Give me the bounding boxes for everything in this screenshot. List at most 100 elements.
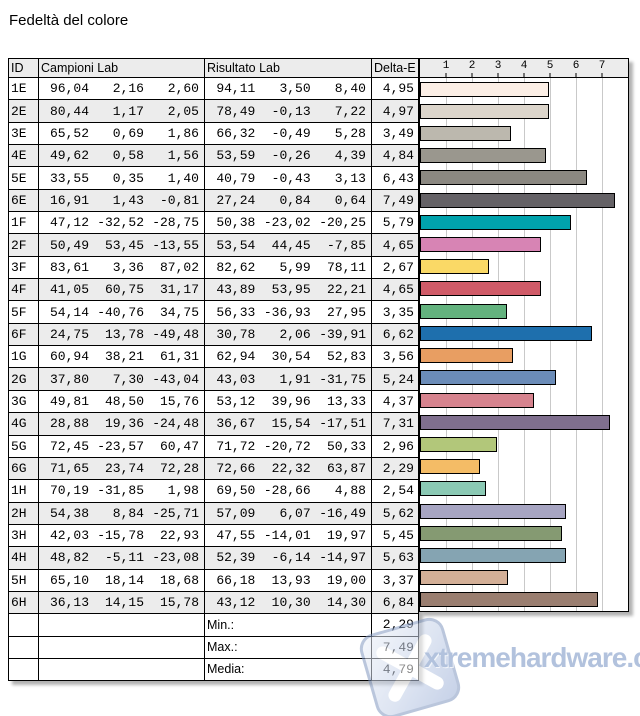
delta-e-bar	[420, 436, 497, 452]
bar-row	[420, 100, 628, 122]
delta-e-bar	[420, 570, 508, 586]
delta-e-cell: 7,31	[372, 413, 418, 435]
delta-e-cell: 5,24	[372, 368, 418, 390]
grid-line	[524, 78, 525, 611]
delta-e-bar	[420, 525, 562, 541]
risultato-lab-cell: 43,89 53,95 22,21	[205, 279, 371, 301]
delta-e-cell: 3,35	[372, 301, 418, 323]
campioni-lab-cell: 60,94 38,21 61,31	[39, 346, 204, 368]
summary-empty-cell	[39, 636, 204, 658]
bar-row	[420, 589, 628, 611]
campioni-lab-cell: 33,55 0,35 1,40	[39, 167, 204, 189]
risultato-lab-cell: 47,55 -14,01 19,97	[205, 524, 371, 547]
row-id-cell: 3H	[9, 524, 38, 547]
campioni-lab-cell: 72,45 -23,57 60,47	[39, 435, 204, 457]
delta-e-bar	[420, 170, 588, 186]
campioni-lab-cell: 47,12 -32,52 -28,75	[39, 212, 204, 234]
chart-plot-area	[420, 78, 628, 611]
watermark-text: xtremehardware.com	[424, 642, 640, 673]
bar-row	[420, 78, 628, 100]
row-id-cell: 3E	[9, 122, 38, 145]
row-id-cell: 1H	[9, 480, 38, 502]
grid-line	[550, 78, 551, 611]
grid-line	[602, 78, 603, 611]
risultato-lab-cell: 66,32 -0,49 5,28	[205, 122, 371, 145]
campioni-lab-cell: 48,82 -5,11 -23,08	[39, 547, 204, 569]
delta-e-cell: 4,95	[372, 78, 418, 100]
delta-e-cell: 4,65	[372, 234, 418, 256]
page-title: Fedeltà del colore	[9, 12, 129, 29]
delta-e-bar	[420, 148, 546, 164]
risultato-lab-cell: 71,72 -20,72 50,33	[205, 435, 371, 457]
risultato-lab-cell: 53,59 -0,26 4,39	[205, 145, 371, 167]
delta-e-cell: 5,62	[372, 502, 418, 524]
bar-row	[420, 167, 628, 189]
delta-e-cell: 3,37	[372, 569, 418, 591]
risultato-lab-cell: 50,38 -23,02 -20,25	[205, 212, 371, 234]
tick-mark	[601, 73, 603, 77]
row-id-cell: 3F	[9, 256, 38, 279]
row-id-cell: 1E	[9, 78, 38, 100]
summary-value-cell: 7,49	[372, 636, 418, 658]
delta-e-cell: 3,49	[372, 122, 418, 145]
report-body: ID Campioni Lab Risultato Lab Delta-E 1E…	[8, 58, 629, 682]
delta-e-cell: 6,62	[372, 323, 418, 346]
delta-e-bar	[420, 237, 541, 253]
risultato-lab-cell: 62,94 30,54 52,83	[205, 346, 371, 368]
risultato-lab-cell: 57,09 6,07 -16,49	[205, 502, 371, 524]
campioni-lab-cell: 83,61 3,36 87,02	[39, 256, 204, 279]
risultato-lab-cell: 30,78 2,06 -39,91	[205, 323, 371, 346]
campioni-lab-cell: 49,62 0,58 1,56	[39, 145, 204, 167]
bar-row	[420, 522, 628, 544]
summary-value-cell: 2,29	[372, 614, 418, 636]
campioni-lab-cell: 54,38 8,84 -25,71	[39, 502, 204, 524]
grid-line	[446, 78, 447, 611]
campioni-lab-cell: 36,13 14,15 15,78	[39, 591, 204, 614]
summary-empty-id-cell	[9, 636, 38, 658]
delta-e-bar	[420, 303, 508, 319]
risultato-lab-cell: 53,54 44,45 -7,85	[205, 234, 371, 256]
risultato-lab-cell: 43,12 10,30 14,30	[205, 591, 371, 614]
delta-e-bar	[420, 392, 534, 408]
delta-e-bar	[420, 103, 550, 119]
grid-line	[498, 78, 499, 611]
chart-axis-strip: 1 2 3 4 5 6 7	[420, 59, 628, 78]
row-id-cell: 2H	[9, 502, 38, 524]
campioni-lab-cell: 24,75 13,78 -49,48	[39, 323, 204, 346]
delta-e-cell: 2,96	[372, 435, 418, 457]
row-id-cell: 6E	[9, 189, 38, 212]
risultato-lab-cell: 66,18 13,93 19,00	[205, 569, 371, 591]
bar-row	[420, 189, 628, 211]
risultato-lab-cell: 72,66 22,32 63,87	[205, 457, 371, 480]
summary-empty-cell	[39, 658, 204, 681]
delta-e-cell: 4,84	[372, 145, 418, 167]
row-id-cell: 5F	[9, 301, 38, 323]
tick-label: 1	[442, 60, 450, 72]
row-id-cell: 6F	[9, 323, 38, 346]
tick-mark	[549, 73, 551, 77]
campioni-lab-cell: 28,88 19,36 -24,48	[39, 413, 204, 435]
campioni-lab-cell: 49,81 48,50 15,76	[39, 390, 204, 413]
summary-label-cell: Media:	[205, 658, 371, 681]
campioni-lab-cell: 50,49 53,45 -13,55	[39, 234, 204, 256]
row-id-cell: 6G	[9, 457, 38, 480]
risultato-lab-cell: 94,11 3,50 8,40	[205, 78, 371, 100]
grid-line	[576, 78, 577, 611]
row-id-cell: 2E	[9, 100, 38, 122]
risultato-lab-cell: 52,39 -6,14 -14,97	[205, 547, 371, 569]
campioni-lab-cell: 71,65 23,74 72,28	[39, 457, 204, 480]
bar-row	[420, 322, 628, 344]
bar-row	[420, 478, 628, 500]
campioni-lab-cell: 80,44 1,17 2,05	[39, 100, 204, 122]
row-id-cell: 5E	[9, 167, 38, 189]
delta-e-bar	[420, 214, 571, 230]
tick-mark	[445, 73, 447, 77]
delta-e-cell: 5,63	[372, 547, 418, 569]
delta-e-bar	[420, 414, 611, 430]
bar-row	[420, 122, 628, 144]
delta-e-cell: 3,56	[372, 346, 418, 368]
delta-e-bar	[420, 325, 593, 341]
tick-label: 7	[598, 60, 606, 72]
risultato-lab-cell: 40,79 -0,43 3,13	[205, 167, 371, 189]
header-campioni-lab: Campioni Lab	[39, 59, 204, 77]
